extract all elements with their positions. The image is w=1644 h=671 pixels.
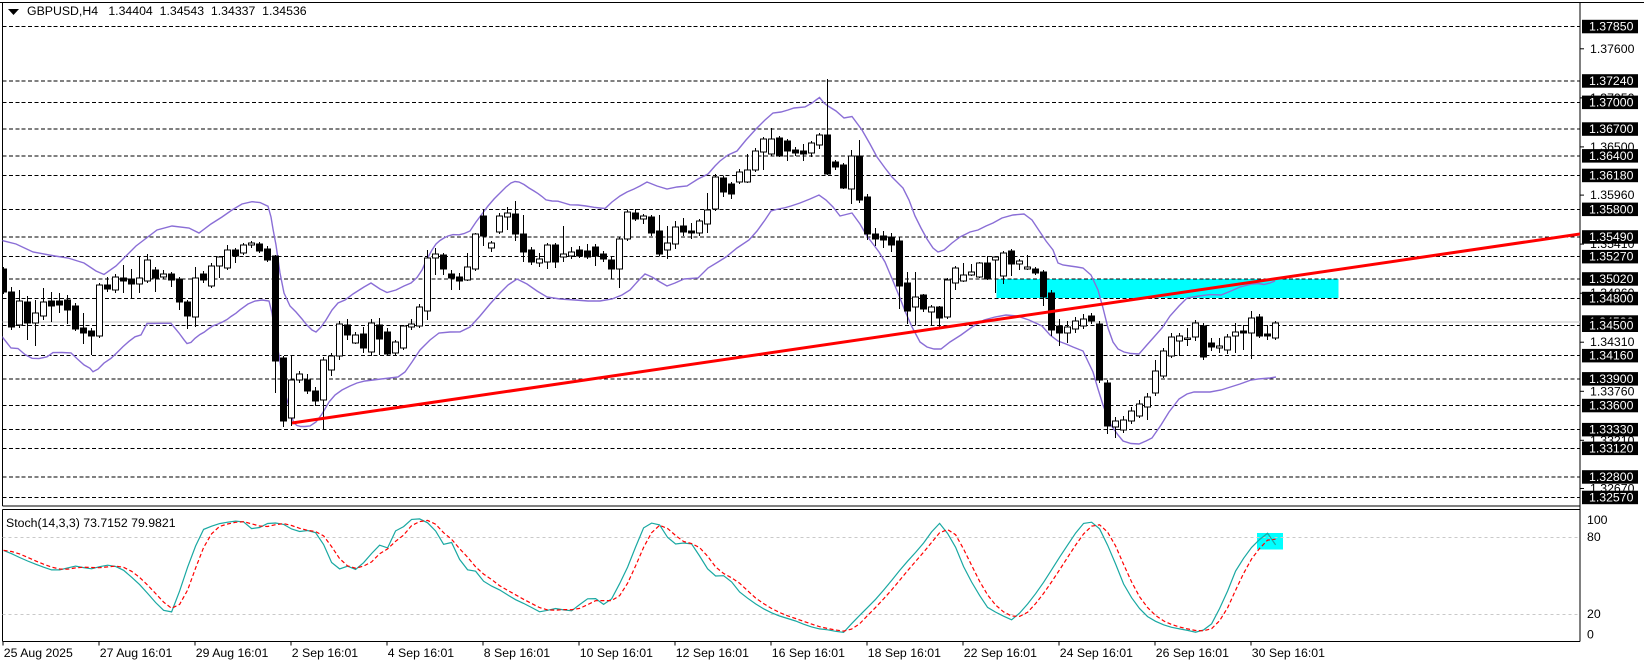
svg-text:1.35270: 1.35270 [1589, 250, 1634, 264]
svg-text:16 Sep 16:01: 16 Sep 16:01 [772, 646, 845, 660]
svg-text:22 Sep 16:01: 22 Sep 16:01 [964, 646, 1037, 660]
svg-text:10 Sep 16:01: 10 Sep 16:01 [580, 646, 653, 660]
svg-text:1.34500: 1.34500 [1589, 318, 1634, 332]
svg-text:1.33900: 1.33900 [1589, 372, 1634, 386]
svg-text:1.35490: 1.35490 [1589, 230, 1634, 244]
svg-text:1.33760: 1.33760 [1590, 384, 1635, 398]
svg-text:0: 0 [1587, 628, 1594, 642]
svg-text:1.36400: 1.36400 [1589, 149, 1634, 163]
svg-text:Stoch(14,3,3) 73.7152 79.9821: Stoch(14,3,3) 73.7152 79.9821 [6, 516, 176, 530]
svg-text:1.34800: 1.34800 [1589, 292, 1634, 306]
svg-text:100: 100 [1587, 513, 1608, 527]
svg-text:1.35800: 1.35800 [1589, 202, 1634, 216]
svg-text:20: 20 [1587, 607, 1601, 621]
svg-text:4 Sep 16:01: 4 Sep 16:01 [388, 646, 454, 660]
svg-text:1.37240: 1.37240 [1589, 74, 1634, 88]
svg-text:2 Sep 16:01: 2 Sep 16:01 [292, 646, 358, 660]
svg-text:1.32800: 1.32800 [1589, 470, 1634, 484]
svg-text:30 Sep 16:01: 30 Sep 16:01 [1252, 646, 1325, 660]
svg-text:1.34160: 1.34160 [1589, 349, 1634, 363]
svg-text:1.37850: 1.37850 [1589, 20, 1634, 34]
svg-text:1.34310: 1.34310 [1590, 335, 1635, 349]
svg-text:26 Sep 16:01: 26 Sep 16:01 [1156, 646, 1229, 660]
svg-text:1.35960: 1.35960 [1590, 188, 1635, 202]
svg-text:1.37000: 1.37000 [1589, 95, 1634, 109]
svg-text:8 Sep 16:01: 8 Sep 16:01 [484, 646, 550, 660]
svg-text:27 Aug 16:01: 27 Aug 16:01 [100, 646, 173, 660]
svg-text:29 Aug 16:01: 29 Aug 16:01 [196, 646, 269, 660]
svg-text:1.37600: 1.37600 [1590, 42, 1635, 56]
svg-text:1.33330: 1.33330 [1589, 423, 1634, 437]
svg-text:24 Sep 16:01: 24 Sep 16:01 [1060, 646, 1133, 660]
svg-text:12 Sep 16:01: 12 Sep 16:01 [676, 646, 749, 660]
svg-text:18 Sep 16:01: 18 Sep 16:01 [868, 646, 941, 660]
svg-text:1.35020: 1.35020 [1589, 272, 1634, 286]
svg-text:1.33600: 1.33600 [1589, 399, 1634, 413]
svg-text:1.33120: 1.33120 [1589, 441, 1634, 455]
svg-text:1.32570: 1.32570 [1589, 490, 1634, 504]
svg-text:1.36180: 1.36180 [1589, 168, 1634, 182]
svg-text:25 Aug 2025: 25 Aug 2025 [4, 646, 73, 660]
svg-text:80: 80 [1587, 530, 1601, 544]
svg-text:GBPUSD,H4 1.34404 1.34543: GBPUSD,H4 1.34404 1.34543 1.34337 1.3453… [27, 4, 307, 18]
svg-text:1.36700: 1.36700 [1589, 122, 1634, 136]
